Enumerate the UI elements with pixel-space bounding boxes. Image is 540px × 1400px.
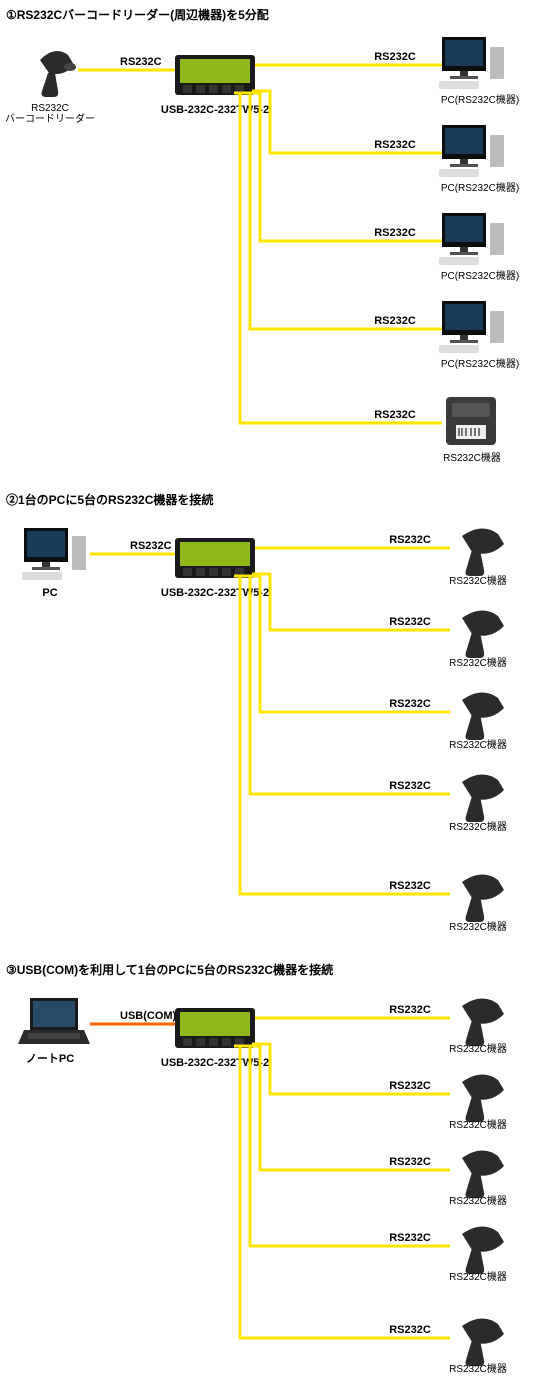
- svg-text:RS232C機器: RS232C機器: [449, 656, 507, 669]
- left-device-label: ノートPC: [26, 1052, 74, 1065]
- target-4: RS232C RS232C機器: [389, 874, 507, 933]
- hub-icon: [175, 538, 255, 578]
- svg-text:RS232C機器: RS232C機器: [449, 820, 507, 833]
- svg-text:RS232C機器: RS232C機器: [449, 1042, 507, 1055]
- svg-text:RS232C: RS232C: [389, 1004, 431, 1016]
- svg-text:RS232C: RS232C: [389, 1232, 431, 1244]
- barcode-scanner-icon: [40, 51, 76, 97]
- svg-text:RS232C: RS232C: [389, 1156, 431, 1168]
- fanout-cables: [234, 548, 450, 894]
- svg-text:RS232C機器: RS232C機器: [449, 920, 507, 933]
- target-3: RS232C RS232C機器: [389, 774, 507, 833]
- section-title: ②1台のPCに5台のRS232C機器を接続: [0, 485, 540, 510]
- svg-text:PC(RS232C機器): PC(RS232C機器): [441, 93, 519, 106]
- svg-text:RS232C: RS232C: [374, 315, 416, 327]
- svg-text:PC(RS232C機器): PC(RS232C機器): [441, 357, 519, 370]
- target-2: RS232C RS232C機器: [389, 692, 507, 751]
- target-4: RS232C RS232C機器: [374, 397, 501, 464]
- target-0: RS232C RS232C機器: [389, 998, 507, 1055]
- section-title: ①RS232Cバーコードリーダー(周辺機器)を5分配: [0, 0, 540, 25]
- diagram-svg-3: ノートPC USB(COM) USB-232C-232TW5-2 RS232CR…: [0, 980, 540, 1400]
- diagram-section-2: ②1台のPCに5台のRS232C機器を接続 PC RS232C USB-232C…: [0, 485, 540, 955]
- target-4: RS232C RS232C機器: [389, 1318, 507, 1375]
- fanout-cables: [234, 65, 442, 423]
- target-3: RS232C PC(RS232C機器): [374, 301, 519, 370]
- svg-text:RS232C機器: RS232C機器: [449, 1362, 507, 1375]
- target-2: RS232C PC(RS232C機器): [374, 213, 519, 282]
- svg-text:PC(RS232C機器): PC(RS232C機器): [441, 181, 519, 194]
- left-device-label: RS232Cバーコードリーダー: [5, 103, 95, 125]
- left-cable-label: RS232C: [130, 540, 172, 552]
- target-0: RS232C RS232C機器: [389, 528, 507, 587]
- svg-text:RS232C機器: RS232C機器: [443, 451, 501, 464]
- hub-model-label: USB-232C-232TW5-2: [161, 104, 269, 116]
- desktop-pc-icon: [22, 528, 86, 580]
- hub-icon: [175, 1008, 255, 1048]
- left-cable-label: RS232C: [120, 56, 162, 68]
- target-3: RS232C RS232C機器: [389, 1226, 507, 1283]
- svg-text:RS232C機器: RS232C機器: [449, 1118, 507, 1131]
- laptop-icon: [18, 998, 90, 1044]
- svg-text:RS232C: RS232C: [389, 534, 431, 546]
- hub-model-label: USB-232C-232TW5-2: [161, 587, 269, 599]
- svg-text:RS232C機器: RS232C機器: [449, 574, 507, 587]
- svg-text:PC(RS232C機器): PC(RS232C機器): [441, 269, 519, 282]
- diagram-section-3: ③USB(COM)を利用して1台のPCに5台のRS232C機器を接続 ノートPC…: [0, 955, 540, 1400]
- hub-model-label: USB-232C-232TW5-2: [161, 1057, 269, 1069]
- svg-text:RS232C: RS232C: [389, 780, 431, 792]
- diagram-svg-1: RS232Cバーコードリーダー RS232C USB-232C-232TW5-2…: [0, 25, 540, 485]
- svg-text:RS232C: RS232C: [389, 616, 431, 628]
- target-1: RS232C RS232C機器: [389, 610, 507, 669]
- target-1: RS232C PC(RS232C機器): [374, 125, 519, 194]
- target-0: RS232C PC(RS232C機器): [374, 37, 519, 106]
- svg-text:RS232C機器: RS232C機器: [449, 738, 507, 751]
- svg-text:RS232C: RS232C: [389, 1324, 431, 1336]
- svg-text:RS232C: RS232C: [374, 227, 416, 239]
- svg-text:RS232C機器: RS232C機器: [449, 1194, 507, 1207]
- svg-text:RS232C: RS232C: [389, 698, 431, 710]
- left-cable-label: USB(COM): [120, 1010, 177, 1022]
- target-1: RS232C RS232C機器: [389, 1074, 507, 1131]
- hub-icon: [175, 55, 255, 95]
- left-device-label: PC: [42, 587, 57, 599]
- svg-text:RS232C: RS232C: [389, 880, 431, 892]
- diagram-section-1: ①RS232Cバーコードリーダー(周辺機器)を5分配 RS232Cバーコードリー…: [0, 0, 540, 485]
- diagram-svg-2: PC RS232C USB-232C-232TW5-2 RS232CRS232C…: [0, 510, 540, 955]
- printer-icon: [446, 397, 496, 445]
- svg-text:RS232C機器: RS232C機器: [449, 1270, 507, 1283]
- svg-text:RS232C: RS232C: [374, 139, 416, 151]
- svg-text:RS232C: RS232C: [389, 1080, 431, 1092]
- target-2: RS232C RS232C機器: [389, 1150, 507, 1207]
- svg-text:RS232C: RS232C: [374, 409, 416, 421]
- section-title: ③USB(COM)を利用して1台のPCに5台のRS232C機器を接続: [0, 955, 540, 980]
- svg-text:RS232C: RS232C: [374, 51, 416, 63]
